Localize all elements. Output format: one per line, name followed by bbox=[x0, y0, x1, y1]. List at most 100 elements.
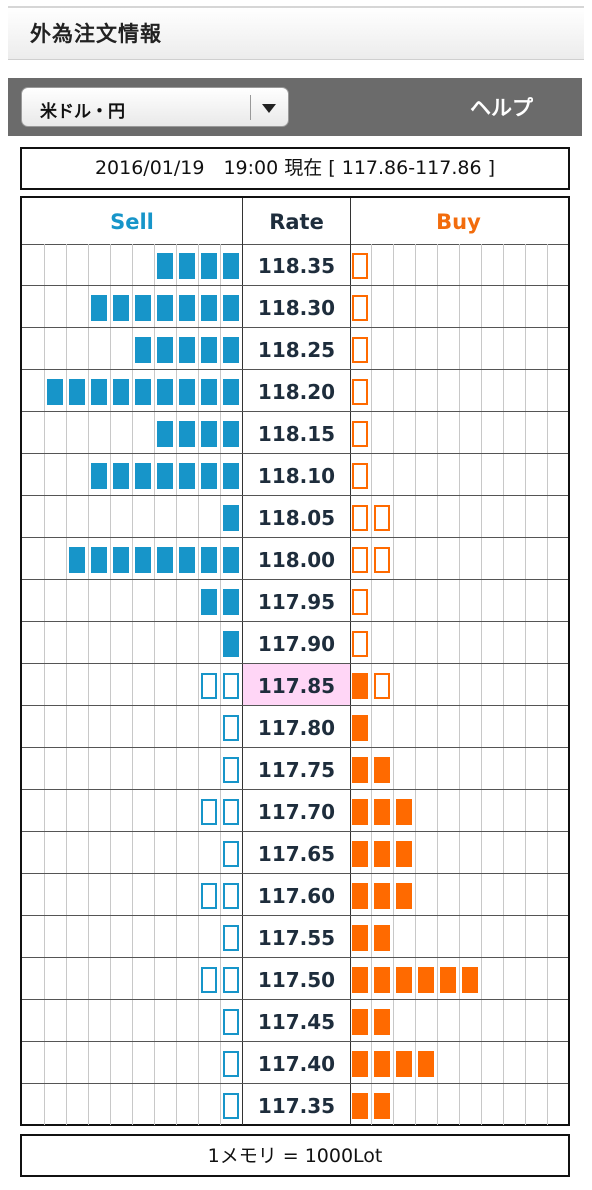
buy-marker-outline bbox=[352, 547, 368, 573]
sell-cell bbox=[22, 244, 242, 285]
grid-line bbox=[198, 580, 199, 621]
grid-line bbox=[547, 580, 548, 621]
grid-line bbox=[198, 664, 199, 705]
grid-line bbox=[220, 832, 221, 873]
sell-marker-outline bbox=[201, 883, 217, 909]
grid-line bbox=[220, 454, 221, 495]
grid-line bbox=[220, 328, 221, 369]
grid-line bbox=[437, 412, 438, 453]
buy-marker-filled bbox=[462, 967, 478, 993]
grid-line bbox=[415, 1000, 416, 1041]
grid-line bbox=[525, 1042, 526, 1083]
grid-line bbox=[503, 1084, 504, 1125]
table-row: 118.00 bbox=[22, 538, 568, 580]
grid-line bbox=[437, 622, 438, 663]
grid-line bbox=[503, 790, 504, 831]
grid-line bbox=[88, 664, 89, 705]
buy-marker-filled bbox=[352, 1009, 368, 1035]
buy-cell bbox=[349, 454, 568, 495]
grid-line bbox=[481, 664, 482, 705]
grid-line bbox=[481, 874, 482, 915]
grid-line bbox=[481, 580, 482, 621]
grid-line bbox=[66, 622, 67, 663]
grid-line bbox=[459, 412, 460, 453]
sell-marker-outline bbox=[201, 673, 217, 699]
sell-marker-outline bbox=[223, 715, 239, 741]
grid-line bbox=[525, 622, 526, 663]
grid-line bbox=[525, 706, 526, 747]
sell-marker-filled bbox=[223, 295, 239, 321]
grid-line bbox=[437, 706, 438, 747]
sell-cell bbox=[22, 1000, 242, 1041]
grid-line bbox=[393, 370, 394, 411]
grid-line bbox=[154, 370, 155, 411]
grid-line bbox=[88, 1000, 89, 1041]
table-row: 117.60 bbox=[22, 874, 568, 916]
table-row: 117.95 bbox=[22, 580, 568, 622]
buy-marker-outline bbox=[352, 295, 368, 321]
grid-line bbox=[132, 370, 133, 411]
grid-line bbox=[198, 370, 199, 411]
grid-line bbox=[481, 748, 482, 789]
grid-line bbox=[503, 874, 504, 915]
grid-line bbox=[437, 454, 438, 495]
grid-line bbox=[44, 790, 45, 831]
grid-line bbox=[66, 958, 67, 999]
grid-line bbox=[220, 748, 221, 789]
grid-line bbox=[547, 244, 548, 285]
sell-marker-filled bbox=[113, 295, 129, 321]
grid-line bbox=[66, 454, 67, 495]
sell-marker-filled bbox=[91, 379, 107, 405]
table-row: 117.75 bbox=[22, 748, 568, 790]
grid-line bbox=[132, 874, 133, 915]
grid-line bbox=[110, 496, 111, 537]
grid-line bbox=[132, 580, 133, 621]
grid-line bbox=[132, 916, 133, 957]
help-link[interactable]: ヘルプ bbox=[470, 96, 533, 120]
sell-cell bbox=[22, 1042, 242, 1083]
table-row: 117.40 bbox=[22, 1042, 568, 1084]
grid-line bbox=[66, 370, 67, 411]
grid-line bbox=[503, 1000, 504, 1041]
grid-line bbox=[459, 286, 460, 327]
grid-line bbox=[88, 1084, 89, 1125]
grid-line bbox=[198, 706, 199, 747]
grid-line bbox=[198, 958, 199, 999]
sell-marker-filled bbox=[157, 421, 173, 447]
grid-line bbox=[110, 1084, 111, 1125]
grid-line bbox=[44, 286, 45, 327]
grid-line bbox=[66, 580, 67, 621]
currency-pair-select[interactable]: 米ドル・円 bbox=[21, 87, 289, 127]
buy-marker-filled bbox=[374, 1051, 390, 1077]
buy-marker-filled bbox=[418, 967, 434, 993]
grid-line bbox=[393, 958, 394, 999]
buy-cell bbox=[349, 748, 568, 789]
grid-line bbox=[198, 832, 199, 873]
table-row: 117.55 bbox=[22, 916, 568, 958]
grid-line bbox=[415, 580, 416, 621]
table-row: 117.50 bbox=[22, 958, 568, 1000]
grid-line bbox=[525, 832, 526, 873]
grid-line bbox=[371, 538, 372, 579]
sell-cell bbox=[22, 412, 242, 453]
grid-line bbox=[481, 1000, 482, 1041]
grid-line bbox=[110, 748, 111, 789]
rate-cell: 118.20 bbox=[242, 370, 351, 411]
grid-line bbox=[437, 958, 438, 999]
grid-line bbox=[110, 580, 111, 621]
table-row: 117.70 bbox=[22, 790, 568, 832]
grid-line bbox=[220, 412, 221, 453]
buy-marker-filled bbox=[396, 799, 412, 825]
buy-marker-outline bbox=[352, 253, 368, 279]
table-row: 117.45 bbox=[22, 1000, 568, 1042]
grid-line bbox=[393, 790, 394, 831]
grid-line bbox=[503, 622, 504, 663]
grid-line bbox=[88, 244, 89, 285]
sell-marker-filled bbox=[201, 379, 217, 405]
sell-cell bbox=[22, 454, 242, 495]
grid-line bbox=[437, 1084, 438, 1125]
grid-line bbox=[110, 1042, 111, 1083]
selector-bar: 米ドル・円 ヘルプ bbox=[8, 78, 582, 136]
rate-cell: 117.60 bbox=[242, 874, 351, 915]
grid-line bbox=[547, 622, 548, 663]
